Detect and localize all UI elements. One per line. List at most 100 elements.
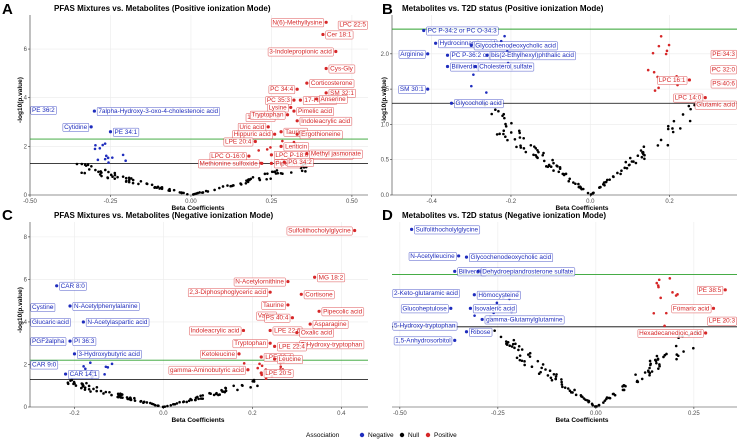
null-point [95, 389, 98, 393]
legend-negative-label: Negative [368, 432, 394, 439]
null-point [213, 188, 216, 192]
x-tick-label: 0.50 [346, 199, 358, 205]
point-label-box [710, 50, 737, 59]
null-point [197, 397, 200, 401]
null-point [520, 348, 524, 351]
null-point [107, 170, 110, 174]
plot-area-d: -0.50 -0.25 0.00 0.25 Sulfolithocholylglycin… [392, 222, 737, 417]
labeled-point [268, 341, 272, 345]
point-label: PS 40:4 [266, 315, 289, 322]
y-tick-label: 6 [24, 47, 28, 53]
null-point [551, 158, 554, 162]
null-point [623, 384, 626, 387]
point-label-box [30, 106, 57, 115]
y-tick-label: 8 [24, 235, 28, 241]
null-point [577, 185, 581, 189]
point-label: Asparagine [314, 321, 347, 328]
point-label-box [223, 137, 254, 147]
point-label: LPC 16:1 [659, 77, 686, 84]
point-label: Hippuric acid [234, 131, 271, 138]
null-point [544, 368, 547, 371]
point-label: 3-Indolepropionic acid [269, 48, 332, 55]
point-label-box [263, 369, 294, 378]
null-point [534, 146, 538, 150]
null-point [586, 191, 590, 195]
null-point [611, 392, 615, 396]
null-point [514, 342, 517, 346]
null-point [541, 363, 545, 366]
null-point [672, 119, 676, 123]
panel-a: A PFAS Mixtures vs. Metabolites (Positiv… [2, 1, 368, 212]
point-label-box [392, 321, 458, 331]
point-label: Sulfolithocholylglycine [416, 226, 479, 233]
null-point [252, 378, 256, 382]
legend-null-marker [399, 432, 405, 438]
null-point [85, 381, 88, 385]
point-label-box [392, 289, 460, 298]
point-label: Lysine [268, 104, 287, 111]
labeled-point [468, 306, 473, 310]
null-point [270, 170, 274, 174]
positive-point [265, 148, 269, 151]
point-label-box [480, 267, 576, 277]
null-point [204, 189, 208, 193]
null-point [518, 354, 522, 357]
negative-point [470, 84, 473, 88]
null-point [639, 149, 643, 152]
null-point [643, 153, 646, 157]
null-point [675, 353, 679, 356]
null-point [83, 171, 87, 175]
labeled-point [286, 279, 290, 284]
positive-point [279, 365, 283, 368]
point-label: SM 30:1 [400, 86, 424, 93]
null-point [497, 109, 500, 113]
y-tick-label: 0.5 [381, 158, 390, 164]
null-point [687, 104, 691, 108]
null-point [597, 403, 601, 407]
point-label-box [30, 318, 71, 327]
point-label-box [710, 79, 737, 89]
null-point [648, 359, 652, 363]
labeled-point [324, 91, 328, 95]
point-label: PG 34:2 [288, 159, 312, 166]
legend: Association Negative Null Positive [306, 432, 457, 439]
null-point [498, 132, 501, 136]
negative-point [82, 365, 85, 368]
null-point [582, 397, 586, 400]
labeled-point [260, 161, 264, 165]
point-label-box [299, 328, 334, 338]
y-tick-label: 0 [24, 193, 28, 199]
x-tick-label: -0.4 [426, 199, 437, 205]
labeled-point [469, 43, 473, 47]
null-point [248, 178, 251, 182]
null-point [127, 397, 131, 401]
labeled-point [453, 338, 457, 342]
point-label-box [271, 18, 324, 28]
null-point [304, 170, 307, 173]
null-point [560, 380, 563, 384]
null-point [89, 390, 92, 393]
null-point [674, 344, 678, 348]
panel-title-b: Metabolites vs. T2D status (Positive ion… [402, 4, 604, 13]
positive-point [665, 49, 669, 53]
null-point [573, 388, 576, 392]
null-point [244, 181, 248, 185]
null-point [634, 161, 638, 165]
null-point [512, 338, 516, 342]
null-point [591, 192, 595, 195]
null-point [613, 393, 617, 397]
null-point [83, 388, 87, 391]
point-label-box [426, 26, 499, 36]
null-point [625, 166, 629, 170]
labeled-point [259, 355, 263, 359]
panel-letter-d: D [382, 207, 393, 224]
null-point [111, 175, 114, 179]
null-point [648, 373, 651, 377]
positive-point [668, 277, 672, 280]
null-point [689, 107, 692, 111]
panel-b: B Metabolites vs. T2D status (Positive i… [381, 1, 737, 212]
negative-point [106, 366, 110, 369]
null-point [175, 402, 179, 405]
negative-point [89, 361, 92, 364]
null-point [185, 400, 189, 404]
